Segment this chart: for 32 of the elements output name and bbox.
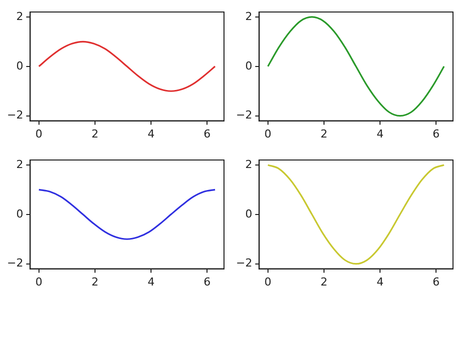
line-series bbox=[38, 188, 216, 240]
x-tick-label: 0 bbox=[264, 127, 272, 140]
x-tick-label: 4 bbox=[148, 127, 155, 140]
x-tick-label: 2 bbox=[91, 127, 98, 140]
y-tick-label: 0 bbox=[245, 207, 252, 220]
x-tick-label: 6 bbox=[204, 127, 211, 140]
y-tick-label: −2 bbox=[6, 256, 24, 270]
y-tick-label: −2 bbox=[6, 108, 24, 122]
x-tick-label: 2 bbox=[320, 275, 328, 288]
line-series bbox=[38, 40, 216, 92]
y-tick-label: −2 bbox=[236, 108, 252, 122]
x-tick-label: 2 bbox=[320, 127, 328, 140]
x-tick-label: 4 bbox=[376, 275, 384, 288]
x-tick-label: 4 bbox=[376, 127, 384, 140]
y-tick-label: 0 bbox=[245, 59, 252, 72]
x-tick-label: 6 bbox=[204, 275, 211, 288]
y-tick-label: 2 bbox=[16, 10, 24, 23]
x-tick-label: 0 bbox=[35, 275, 42, 288]
x-tick-label: 6 bbox=[432, 275, 440, 288]
line-series bbox=[267, 164, 445, 265]
y-tick-label: 2 bbox=[245, 10, 252, 23]
line-series bbox=[267, 16, 445, 117]
y-tick-label: 0 bbox=[16, 207, 24, 220]
x-tick-label: 4 bbox=[148, 275, 155, 288]
y-tick-label: −2 bbox=[236, 256, 252, 270]
x-tick-label: 6 bbox=[432, 127, 440, 140]
x-tick-label: 0 bbox=[35, 127, 42, 140]
y-tick-label: 2 bbox=[16, 158, 24, 171]
y-tick-label: 0 bbox=[16, 59, 24, 72]
x-tick-label: 2 bbox=[91, 275, 98, 288]
y-tick-label: 2 bbox=[245, 158, 252, 171]
x-tick-label: 0 bbox=[264, 275, 272, 288]
